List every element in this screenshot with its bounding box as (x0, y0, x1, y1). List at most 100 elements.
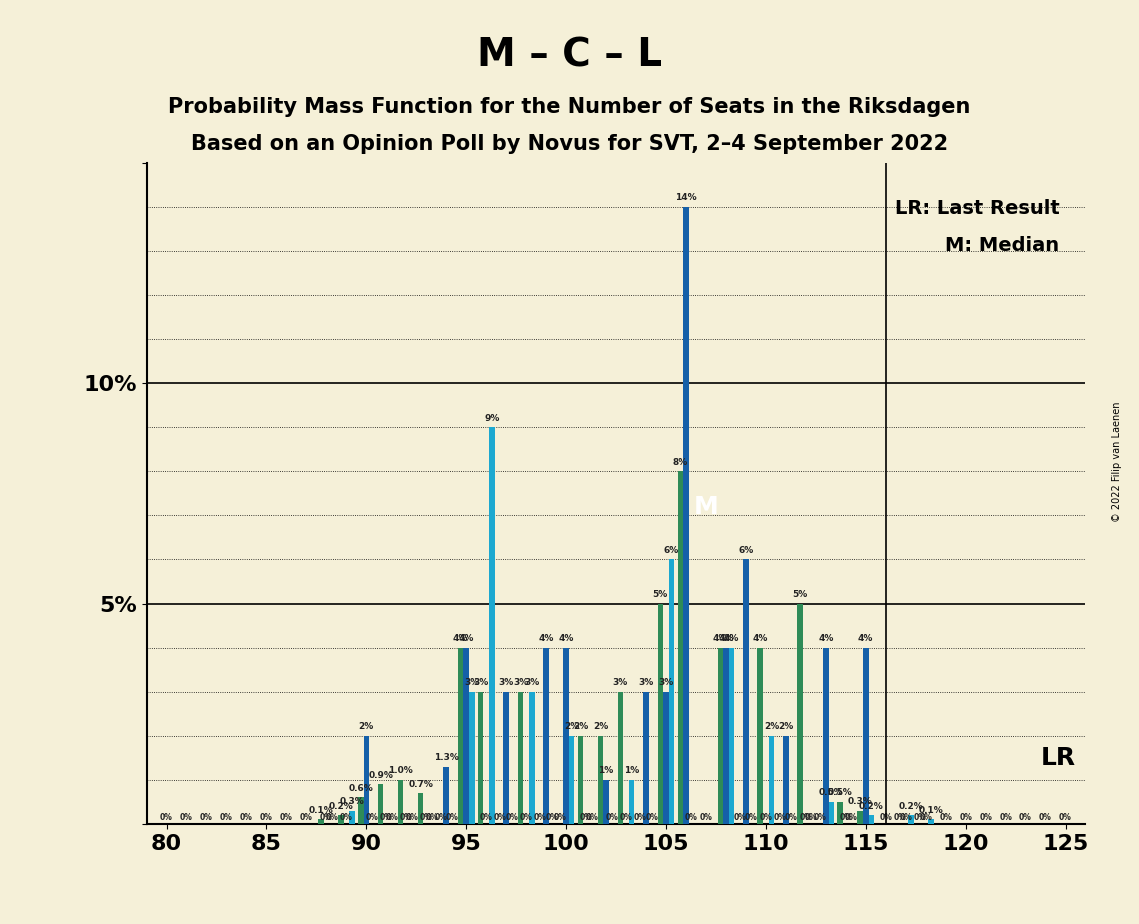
Text: 0.6%: 0.6% (349, 784, 374, 793)
Text: 0%: 0% (645, 812, 658, 821)
Bar (338, 815, 344, 824)
Text: 4%: 4% (539, 634, 554, 643)
Text: 3%: 3% (513, 678, 528, 687)
Bar (363, 736, 369, 824)
Text: 0.5%: 0.5% (819, 788, 844, 797)
Bar (477, 692, 483, 824)
Text: 0%: 0% (200, 812, 213, 821)
Text: 0%: 0% (420, 812, 433, 821)
Text: 0.9%: 0.9% (368, 771, 393, 780)
Text: 0%: 0% (805, 812, 818, 821)
Bar (858, 810, 863, 824)
Text: 0.3%: 0.3% (339, 797, 364, 807)
Text: 0%: 0% (845, 812, 858, 821)
Bar (823, 648, 828, 824)
Text: 4%: 4% (719, 634, 734, 643)
Text: 8%: 8% (673, 458, 688, 467)
Text: 1.0%: 1.0% (388, 766, 413, 775)
Text: 0%: 0% (879, 812, 892, 821)
Bar (669, 559, 674, 824)
Bar (577, 736, 583, 824)
Bar (863, 648, 869, 824)
Text: 3%: 3% (473, 678, 489, 687)
Text: 0%: 0% (585, 812, 598, 821)
Bar (598, 736, 604, 824)
Bar (528, 692, 534, 824)
Text: 0%: 0% (385, 812, 399, 821)
Text: 1%: 1% (598, 766, 614, 775)
Bar (604, 780, 609, 824)
Text: 0%: 0% (445, 812, 458, 821)
Bar (928, 820, 934, 824)
Text: 4%: 4% (713, 634, 728, 643)
Text: 4%: 4% (818, 634, 834, 643)
Bar (678, 471, 683, 824)
Text: 0%: 0% (913, 812, 926, 821)
Text: 0%: 0% (620, 812, 632, 821)
Bar (568, 736, 574, 824)
Text: 0%: 0% (605, 812, 618, 821)
Text: 0%: 0% (379, 812, 393, 821)
Text: 0%: 0% (685, 812, 698, 821)
Text: 1%: 1% (624, 766, 639, 775)
Bar (518, 692, 523, 824)
Bar (543, 648, 549, 824)
Text: 6%: 6% (738, 546, 754, 555)
Text: 0%: 0% (813, 812, 827, 821)
Text: 0%: 0% (180, 812, 192, 821)
Text: 0%: 0% (339, 812, 353, 821)
Text: 4%: 4% (723, 634, 739, 643)
Bar (489, 427, 494, 824)
Text: Based on an Opinion Poll by Novus for SVT, 2–4 September 2022: Based on an Opinion Poll by Novus for SV… (191, 134, 948, 154)
Text: 0%: 0% (506, 812, 518, 821)
Bar (629, 780, 634, 824)
Text: M: M (694, 494, 719, 518)
Bar (564, 648, 568, 824)
Text: 0%: 0% (785, 812, 797, 821)
Text: 4%: 4% (858, 634, 874, 643)
Text: 0%: 0% (400, 812, 412, 821)
Bar (464, 648, 469, 824)
Text: 14%: 14% (675, 193, 697, 202)
Text: 0%: 0% (161, 812, 173, 821)
Text: 4%: 4% (753, 634, 768, 643)
Bar (378, 784, 384, 824)
Text: 0.1%: 0.1% (919, 806, 943, 815)
Bar (458, 648, 464, 824)
Text: Probability Mass Function for the Number of Seats in the Riksdagen: Probability Mass Function for the Number… (169, 97, 970, 117)
Text: 0%: 0% (554, 812, 567, 821)
Text: 0%: 0% (326, 812, 338, 821)
Text: 0%: 0% (760, 812, 772, 821)
Text: 0%: 0% (699, 812, 712, 821)
Text: 2%: 2% (778, 723, 794, 731)
Bar (828, 802, 834, 824)
Bar (358, 797, 363, 824)
Text: 0%: 0% (405, 812, 418, 821)
Bar (657, 603, 663, 824)
Text: 0.5%: 0.5% (828, 788, 853, 797)
Text: 4%: 4% (459, 634, 474, 643)
Text: 2%: 2% (564, 723, 580, 731)
Text: 0%: 0% (999, 812, 1013, 821)
Text: 2%: 2% (764, 723, 779, 731)
Text: 0%: 0% (1019, 812, 1032, 821)
Text: M: Median: M: Median (945, 236, 1059, 255)
Text: 0%: 0% (919, 812, 932, 821)
Text: 3%: 3% (658, 678, 673, 687)
Bar (469, 692, 475, 824)
Text: 0%: 0% (260, 812, 273, 821)
Text: 0%: 0% (1039, 812, 1052, 821)
Bar (617, 692, 623, 824)
Text: M – C – L: M – C – L (477, 37, 662, 75)
Text: 0%: 0% (839, 812, 852, 821)
Text: 6%: 6% (664, 546, 679, 555)
Text: 0.2%: 0.2% (328, 802, 353, 810)
Text: LR: Last Result: LR: Last Result (894, 199, 1059, 218)
Bar (318, 820, 323, 824)
Bar (743, 559, 748, 824)
Text: 3%: 3% (465, 678, 480, 687)
Text: 0%: 0% (480, 812, 492, 821)
Text: 0%: 0% (519, 812, 533, 821)
Text: 2%: 2% (359, 723, 374, 731)
Text: 0%: 0% (220, 812, 232, 821)
